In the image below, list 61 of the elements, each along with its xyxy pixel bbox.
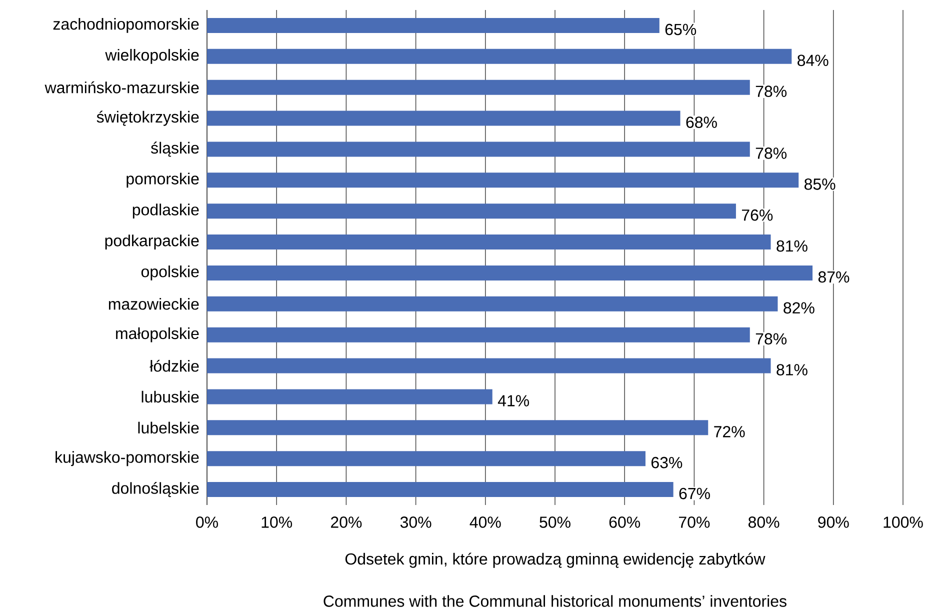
y-tick-label: kujawsko-pomorskie xyxy=(56,451,199,466)
data-label: 63% xyxy=(651,456,682,468)
data-label: 68% xyxy=(686,116,717,128)
y-tick-label: łódzkie xyxy=(150,360,199,372)
y-tick-label: opolskie xyxy=(141,266,199,280)
y-tick-label: świętokrzyskie xyxy=(96,110,199,126)
bar xyxy=(207,110,680,126)
x-tick-label: 0% xyxy=(196,516,218,528)
x-tick-label: 20% xyxy=(331,516,362,528)
x-tick-label: 100% xyxy=(884,516,923,528)
bar xyxy=(207,420,708,436)
bar xyxy=(207,48,792,64)
bar xyxy=(207,358,771,374)
bar xyxy=(207,389,492,404)
data-label: 41% xyxy=(498,395,530,406)
bar xyxy=(207,265,813,280)
y-tick-label: lubelskie xyxy=(138,422,199,434)
text: Communes with the Communal historical monuments’ inventories xyxy=(324,595,786,607)
x-tick-label: 30% xyxy=(400,516,432,528)
bar xyxy=(207,234,771,250)
x-tick-label: 10% xyxy=(262,516,292,528)
y-tick-label: zachodniopomorskie xyxy=(53,18,199,33)
x-tick-label: 80% xyxy=(748,516,780,528)
y-tick-label: pomorskie xyxy=(126,172,199,188)
y-tick-label: dolnośląskie xyxy=(112,482,199,498)
bar xyxy=(207,18,660,33)
y-tick-label: podlaskie xyxy=(132,204,199,219)
data-label: 85% xyxy=(804,178,836,190)
bar xyxy=(207,172,799,188)
data-label: 81% xyxy=(776,240,808,252)
data-label: 65% xyxy=(665,24,696,36)
y-tick-label: warmińsko-mazurskie xyxy=(44,81,199,94)
data-label: 82% xyxy=(784,302,814,314)
data-label: 78% xyxy=(756,333,787,345)
data-label: 78% xyxy=(756,86,787,98)
data-label: 87% xyxy=(818,271,850,283)
data-label: 76% xyxy=(742,209,773,221)
y-tick-label: mazowieckie xyxy=(108,298,199,310)
bar xyxy=(207,451,646,466)
x-tick-label: 70% xyxy=(679,516,710,528)
y-tick-label: podkarpackie xyxy=(105,234,199,250)
data-label: 81% xyxy=(776,364,808,376)
x-tick-label: 40% xyxy=(470,516,501,528)
data-label: 78% xyxy=(756,148,787,159)
y-tick-label: małopolskie xyxy=(116,327,199,342)
x-axis-title: Odsetek gmin, które prowadzą gminną ewidencję zabytków xyxy=(345,552,766,568)
bar xyxy=(207,142,750,157)
y-tick-label: wielkopolskie xyxy=(105,48,199,64)
bar xyxy=(207,482,674,498)
x-tick-label: 60% xyxy=(609,516,640,528)
y-tick-label: śląskie xyxy=(151,142,199,157)
bar xyxy=(207,296,778,312)
bar xyxy=(207,80,750,95)
data-label: 84% xyxy=(798,54,828,66)
x-tick-label: 50% xyxy=(540,516,570,528)
y-tick-label: lubuskie xyxy=(142,390,199,403)
bar xyxy=(207,327,750,342)
data-label: 72% xyxy=(714,426,745,438)
x-tick-label: 90% xyxy=(818,516,849,528)
bar xyxy=(207,204,736,219)
data-label: 67% xyxy=(679,488,710,500)
